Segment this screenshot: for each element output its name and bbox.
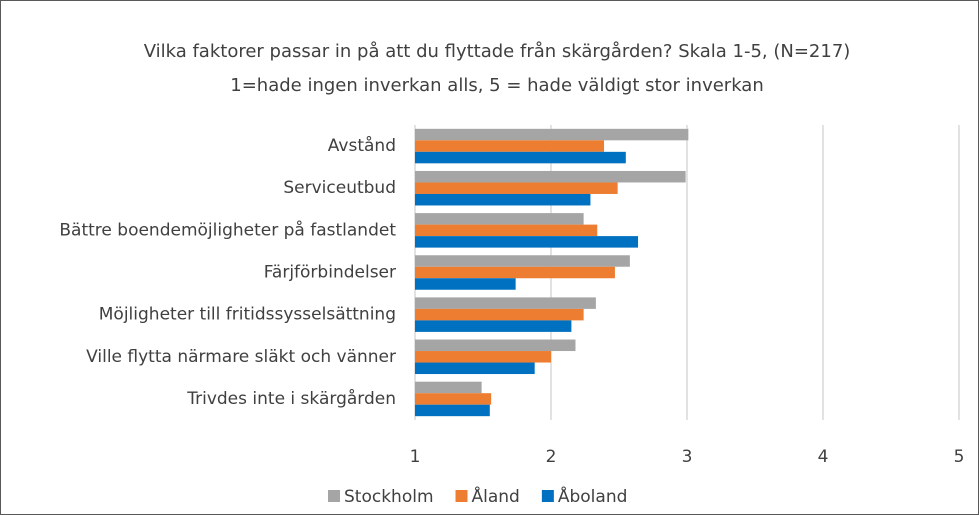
bar	[415, 278, 516, 290]
y-tick-label: Bättre boendemöjligheter på fastlandet	[59, 219, 396, 240]
bar	[415, 362, 535, 375]
bar	[415, 140, 605, 152]
x-tick-label: 3	[682, 447, 693, 467]
x-tick-label: 2	[546, 447, 557, 467]
bar	[415, 381, 482, 394]
bar	[415, 339, 576, 352]
bar	[415, 266, 615, 279]
bar	[415, 297, 596, 309]
legend-label: Åboland	[558, 485, 628, 507]
legend-label: Åland	[472, 485, 520, 507]
legend-swatch	[455, 490, 468, 502]
bar	[415, 151, 626, 164]
bar	[415, 213, 584, 225]
y-tick-label: Serviceutbud	[283, 178, 396, 198]
y-tick-label: Färjförbindelser	[264, 263, 396, 283]
bar	[415, 351, 551, 363]
bar	[415, 224, 598, 237]
bar	[415, 308, 584, 321]
chart-subtitle: 1=hade ingen inverkan alls, 5 = hade väl…	[230, 75, 764, 96]
legend-swatch	[328, 490, 340, 502]
legend-swatch	[541, 490, 554, 502]
x-tick-label: 5	[954, 447, 965, 467]
x-tick-label: 1	[410, 447, 421, 467]
legend-label: Stockholm	[344, 487, 434, 507]
chart-title: Vilka faktorer passar in på att du flytt…	[144, 41, 851, 62]
y-tick-label: Avstånd	[328, 135, 396, 156]
y-tick-label: Trivdes inte i skärgården	[186, 388, 396, 409]
x-tick-label: 4	[818, 447, 829, 467]
bar	[415, 170, 686, 183]
bar	[415, 320, 572, 332]
bar	[415, 193, 591, 206]
bar	[415, 182, 618, 194]
bar	[415, 404, 490, 417]
bar	[415, 393, 492, 405]
y-tick-label: Möjligheter till fritidssysselsättning	[99, 305, 396, 325]
bar	[415, 128, 689, 141]
bar	[415, 255, 630, 267]
bar	[415, 236, 639, 248]
y-tick-label: Ville flytta närmare släkt och vänner	[86, 347, 396, 367]
